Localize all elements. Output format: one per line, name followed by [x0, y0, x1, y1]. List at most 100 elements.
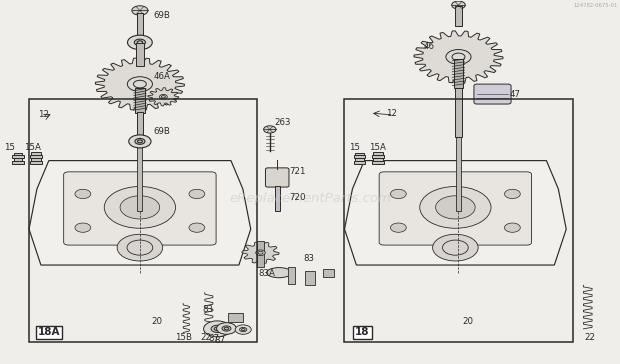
Bar — [456, 137, 461, 211]
Text: 47: 47 — [509, 90, 520, 99]
Circle shape — [451, 1, 465, 9]
Bar — [138, 142, 143, 211]
Bar — [228, 313, 243, 322]
Text: 46A: 46A — [154, 72, 170, 81]
Bar — [355, 158, 364, 161]
Bar — [32, 158, 40, 161]
Bar — [455, 6, 461, 26]
Circle shape — [391, 223, 406, 232]
Circle shape — [132, 6, 148, 15]
Circle shape — [391, 189, 406, 199]
Bar — [373, 152, 383, 155]
Bar — [137, 112, 143, 136]
Circle shape — [211, 325, 223, 332]
Text: 721: 721 — [289, 167, 306, 175]
Bar — [344, 99, 573, 341]
Bar — [373, 158, 383, 161]
Bar — [12, 161, 24, 163]
Bar — [32, 152, 40, 155]
Circle shape — [505, 223, 520, 232]
Circle shape — [420, 186, 491, 228]
Bar — [323, 269, 334, 277]
Text: 83: 83 — [304, 254, 315, 263]
Circle shape — [433, 234, 478, 261]
Text: 18: 18 — [355, 328, 370, 337]
Circle shape — [128, 35, 153, 50]
Circle shape — [189, 223, 205, 232]
Circle shape — [161, 96, 166, 98]
FancyBboxPatch shape — [265, 168, 289, 187]
Polygon shape — [148, 88, 179, 106]
Circle shape — [127, 77, 153, 91]
Circle shape — [120, 196, 160, 219]
Text: 83A: 83A — [258, 269, 275, 278]
Bar — [30, 161, 42, 164]
Text: 46: 46 — [424, 41, 435, 51]
Bar — [257, 241, 264, 267]
Polygon shape — [29, 161, 250, 265]
Text: 12: 12 — [386, 108, 397, 118]
Polygon shape — [95, 58, 184, 110]
Text: 124782-0675-01: 124782-0675-01 — [574, 3, 618, 8]
Text: 15: 15 — [349, 143, 360, 152]
Polygon shape — [242, 242, 279, 264]
Circle shape — [239, 328, 247, 332]
Text: 15B: 15B — [175, 333, 192, 343]
FancyBboxPatch shape — [474, 84, 511, 104]
Circle shape — [117, 234, 162, 261]
Circle shape — [264, 126, 276, 133]
Circle shape — [75, 189, 91, 199]
Bar — [14, 153, 22, 155]
Text: 69B: 69B — [154, 127, 170, 136]
Circle shape — [135, 39, 146, 46]
Polygon shape — [414, 31, 503, 83]
Circle shape — [75, 223, 91, 232]
Polygon shape — [345, 161, 566, 265]
Bar — [355, 153, 364, 155]
Bar — [12, 155, 24, 158]
Bar — [29, 99, 257, 341]
Circle shape — [505, 189, 520, 199]
Circle shape — [129, 135, 151, 148]
Bar — [372, 161, 384, 164]
Bar — [275, 186, 280, 211]
Circle shape — [203, 321, 231, 337]
Text: eReplacementParts.com: eReplacementParts.com — [229, 192, 391, 205]
Circle shape — [436, 196, 475, 219]
Text: 720: 720 — [289, 193, 306, 202]
Text: 15: 15 — [4, 143, 15, 152]
Bar — [455, 88, 461, 136]
Text: 18A: 18A — [38, 328, 60, 337]
Text: 20: 20 — [463, 317, 474, 326]
Circle shape — [159, 95, 167, 99]
Text: 87: 87 — [208, 334, 219, 343]
Circle shape — [235, 325, 251, 334]
Text: 69B: 69B — [154, 11, 170, 20]
Bar — [372, 155, 384, 158]
Text: 20: 20 — [151, 317, 162, 326]
Bar — [135, 88, 145, 113]
Circle shape — [222, 326, 231, 331]
Bar — [354, 161, 365, 163]
Text: 22: 22 — [585, 333, 596, 343]
Bar — [453, 59, 463, 88]
Circle shape — [189, 189, 205, 199]
Text: 15A: 15A — [24, 143, 41, 152]
FancyBboxPatch shape — [64, 172, 216, 245]
Text: 22: 22 — [200, 333, 211, 343]
Ellipse shape — [267, 268, 291, 278]
Text: 87: 87 — [214, 336, 225, 345]
Circle shape — [258, 251, 263, 254]
Text: 12: 12 — [38, 110, 49, 119]
Circle shape — [216, 323, 236, 334]
FancyBboxPatch shape — [379, 172, 531, 245]
Circle shape — [255, 250, 265, 256]
Bar — [305, 271, 315, 285]
Circle shape — [452, 53, 465, 61]
Text: 83: 83 — [202, 305, 213, 314]
Bar — [14, 158, 22, 161]
Circle shape — [135, 138, 145, 144]
Bar — [288, 267, 295, 284]
Text: 15A: 15A — [369, 143, 386, 152]
Circle shape — [104, 186, 175, 228]
